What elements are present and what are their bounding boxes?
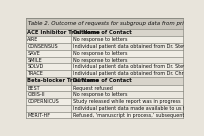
Text: ACE Inhibitor Trial Name: ACE Inhibitor Trial Name — [27, 30, 100, 35]
Text: SMILE: SMILE — [27, 58, 42, 63]
Text: Individual patient data made available to us from the FDA when we a...: Individual patient data made available t… — [73, 106, 204, 111]
FancyBboxPatch shape — [26, 112, 183, 118]
Text: No response to letters: No response to letters — [73, 92, 128, 97]
Text: Outcome of Contact: Outcome of Contact — [73, 30, 132, 35]
Text: Refused, ‘manuscript in process,’ subsequently published: Refused, ‘manuscript in process,’ subseq… — [73, 113, 204, 118]
Text: BEST: BEST — [27, 86, 40, 91]
Text: Outcome of Contact: Outcome of Contact — [73, 78, 132, 83]
FancyBboxPatch shape — [26, 50, 183, 57]
Text: CONSENSUS: CONSENSUS — [27, 44, 58, 49]
Text: SAVE: SAVE — [27, 51, 40, 56]
Text: MERIT-HF: MERIT-HF — [27, 113, 50, 118]
FancyBboxPatch shape — [26, 36, 183, 43]
FancyBboxPatch shape — [26, 77, 183, 85]
Text: Request refused: Request refused — [73, 86, 113, 91]
Text: SOLVD: SOLVD — [27, 64, 44, 69]
Text: Beta-blocker Trial Name: Beta-blocker Trial Name — [27, 78, 99, 83]
FancyBboxPatch shape — [26, 70, 183, 77]
FancyBboxPatch shape — [26, 29, 183, 36]
FancyBboxPatch shape — [26, 18, 183, 29]
Text: Individual patient data obtained from Dr. Steve Snapinn at Merck: Individual patient data obtained from Dr… — [73, 64, 204, 69]
Text: No response to letters: No response to letters — [73, 37, 128, 42]
Text: No response to letters: No response to letters — [73, 58, 128, 63]
FancyBboxPatch shape — [26, 105, 183, 112]
Text: TRACE: TRACE — [27, 71, 43, 76]
Text: Individual patient data obtained from Dr. Steve Snapinn at Merck: Individual patient data obtained from Dr… — [73, 44, 204, 49]
Text: AIRE: AIRE — [27, 37, 39, 42]
Text: CIBIS-II: CIBIS-II — [27, 92, 45, 97]
FancyBboxPatch shape — [26, 91, 183, 98]
Text: Study released while report was in progress: Study released while report was in progr… — [73, 99, 181, 104]
FancyBboxPatch shape — [26, 98, 183, 105]
Text: COPERNICUS: COPERNICUS — [27, 99, 59, 104]
Text: Table 2. Outcome of requests for subgroup data from principal RCTs of ACE inhibi: Table 2. Outcome of requests for subgrou… — [28, 21, 204, 26]
FancyBboxPatch shape — [26, 57, 183, 63]
FancyBboxPatch shape — [26, 43, 183, 50]
FancyBboxPatch shape — [26, 63, 183, 70]
FancyBboxPatch shape — [26, 85, 183, 91]
Text: No response to letters: No response to letters — [73, 51, 128, 56]
Text: Individual patient data obtained from Dr. Christian Torp-Pedersen: Individual patient data obtained from Dr… — [73, 71, 204, 76]
